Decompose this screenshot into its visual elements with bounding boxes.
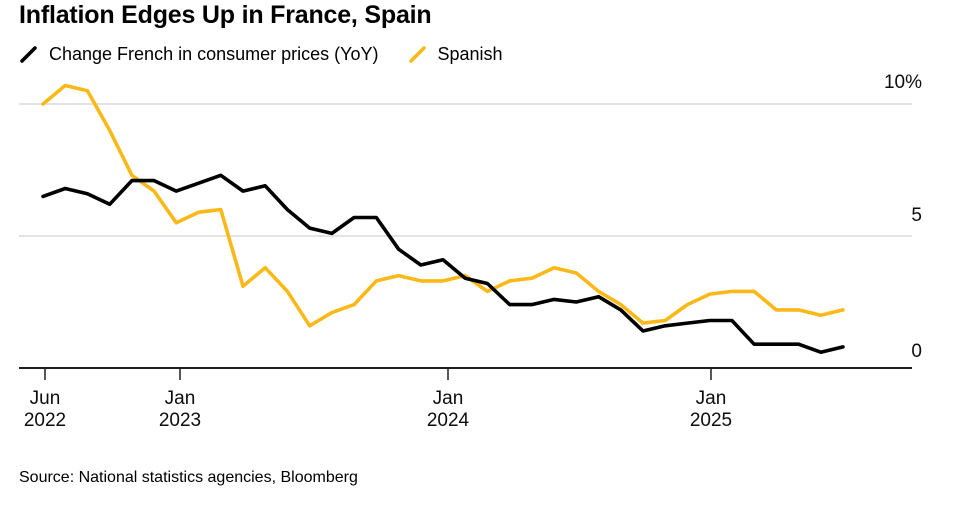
x-axis-label-jan-2025: Jan 2025 [689,388,733,431]
source-attribution: Source: National statistics agencies, Bl… [19,469,358,486]
x-axis-label-jan-2023: Jan 2023 [158,388,202,431]
french-line-icon [20,45,37,63]
y-axis-label-5: 5 [911,205,922,226]
y-axis-label-10: 10% [883,72,922,93]
chart-legend: Change French in consumer prices (YoY) S… [18,44,503,65]
x-axis-label-jan-2024: Jan 2024 [426,388,470,431]
legend-label-spanish: Spanish [437,44,503,64]
legend-item-spanish: Spanish [407,44,503,65]
x-axis-label-jun-2022: Jun 2022 [23,388,67,431]
spanish-line-icon [408,45,426,63]
y-axis-label-0: 0 [911,341,922,362]
spanish-series-line [41,83,845,328]
chart-title: Inflation Edges Up in France, Spain [19,1,432,29]
legend-label-french: Change French in consumer prices (YoY) [49,44,379,64]
french-series-line [41,173,845,355]
legend-item-french: Change French in consumer prices (YoY) [18,44,379,65]
line-chart-plot [19,83,912,380]
